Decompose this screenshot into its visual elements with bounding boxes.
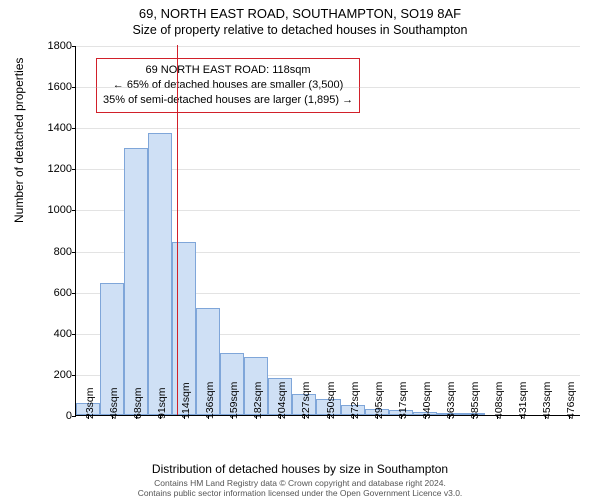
footer-line2: Contains public sector information licen… — [0, 488, 600, 498]
xtick-mark — [353, 415, 354, 419]
xtick-mark — [256, 415, 257, 419]
xtick-label: 227sqm — [300, 382, 312, 419]
xtick-label: 204sqm — [276, 382, 288, 419]
xtick-label: 408sqm — [493, 382, 505, 419]
xtick-label: 385sqm — [469, 382, 481, 419]
xtick-label: 317sqm — [397, 382, 409, 419]
chart-container: 69, NORTH EAST ROAD, SOUTHAMPTON, SO19 8… — [0, 0, 600, 500]
ytick-label: 0 — [66, 410, 76, 422]
xtick-label: 250sqm — [325, 382, 337, 419]
xtick-mark — [377, 415, 378, 419]
xtick-mark — [232, 415, 233, 419]
footer-line1: Contains HM Land Registry data © Crown c… — [0, 478, 600, 488]
ytick-label: 1600 — [48, 81, 76, 93]
xtick-label: 295sqm — [373, 382, 385, 419]
xtick-mark — [449, 415, 450, 419]
xtick-label: 68sqm — [132, 387, 144, 419]
xtick-mark — [184, 415, 185, 419]
xtick-mark — [136, 415, 137, 419]
xtick-label: 182sqm — [252, 382, 264, 419]
chart-title-line1: 69, NORTH EAST ROAD, SOUTHAMPTON, SO19 8… — [0, 0, 600, 21]
xtick-mark — [304, 415, 305, 419]
xtick-mark — [545, 415, 546, 419]
xtick-label: 431sqm — [517, 382, 529, 419]
xtick-label: 46sqm — [108, 387, 120, 419]
xtick-label: 91sqm — [156, 387, 168, 419]
xtick-mark — [473, 415, 474, 419]
plot-area: 69 NORTH EAST ROAD: 118sqm ← 65% of deta… — [75, 46, 580, 416]
ytick-label: 600 — [54, 287, 76, 299]
annotation-line2: ← 65% of detached houses are smaller (3,… — [103, 78, 353, 93]
ytick-label: 800 — [54, 246, 76, 258]
histogram-bar — [148, 133, 172, 415]
xtick-mark — [521, 415, 522, 419]
ytick-label: 400 — [54, 328, 76, 340]
xtick-mark — [160, 415, 161, 419]
footer-attribution: Contains HM Land Registry data © Crown c… — [0, 478, 600, 498]
xtick-mark — [88, 415, 89, 419]
x-axis-label: Distribution of detached houses by size … — [0, 462, 600, 476]
xtick-label: 136sqm — [204, 382, 216, 419]
annotation-line1: 69 NORTH EAST ROAD: 118sqm — [103, 63, 353, 78]
xtick-label: 272sqm — [349, 382, 361, 419]
xtick-mark — [329, 415, 330, 419]
marker-line — [177, 45, 178, 415]
gridline — [76, 87, 580, 88]
xtick-mark — [569, 415, 570, 419]
gridline — [76, 46, 580, 47]
gridline — [76, 128, 580, 129]
xtick-label: 159sqm — [228, 382, 240, 419]
chart-title-line2: Size of property relative to detached ho… — [0, 21, 600, 37]
ytick-label: 1800 — [48, 40, 76, 52]
xtick-mark — [401, 415, 402, 419]
xtick-mark — [280, 415, 281, 419]
ytick-label: 1000 — [48, 204, 76, 216]
ytick-label: 200 — [54, 369, 76, 381]
xtick-label: 114sqm — [180, 382, 192, 419]
xtick-label: 453sqm — [541, 382, 553, 419]
annotation-line3: 35% of semi-detached houses are larger (… — [103, 93, 353, 108]
annotation-box: 69 NORTH EAST ROAD: 118sqm ← 65% of deta… — [96, 58, 360, 113]
xtick-label: 23sqm — [84, 387, 96, 419]
xtick-mark — [112, 415, 113, 419]
ytick-label: 1400 — [48, 122, 76, 134]
xtick-label: 340sqm — [421, 382, 433, 419]
y-axis-label: Number of detached properties — [12, 58, 26, 223]
xtick-label: 476sqm — [565, 382, 577, 419]
ytick-label: 1200 — [48, 163, 76, 175]
xtick-mark — [208, 415, 209, 419]
xtick-label: 363sqm — [445, 382, 457, 419]
xtick-mark — [497, 415, 498, 419]
xtick-mark — [425, 415, 426, 419]
histogram-bar — [124, 148, 148, 415]
